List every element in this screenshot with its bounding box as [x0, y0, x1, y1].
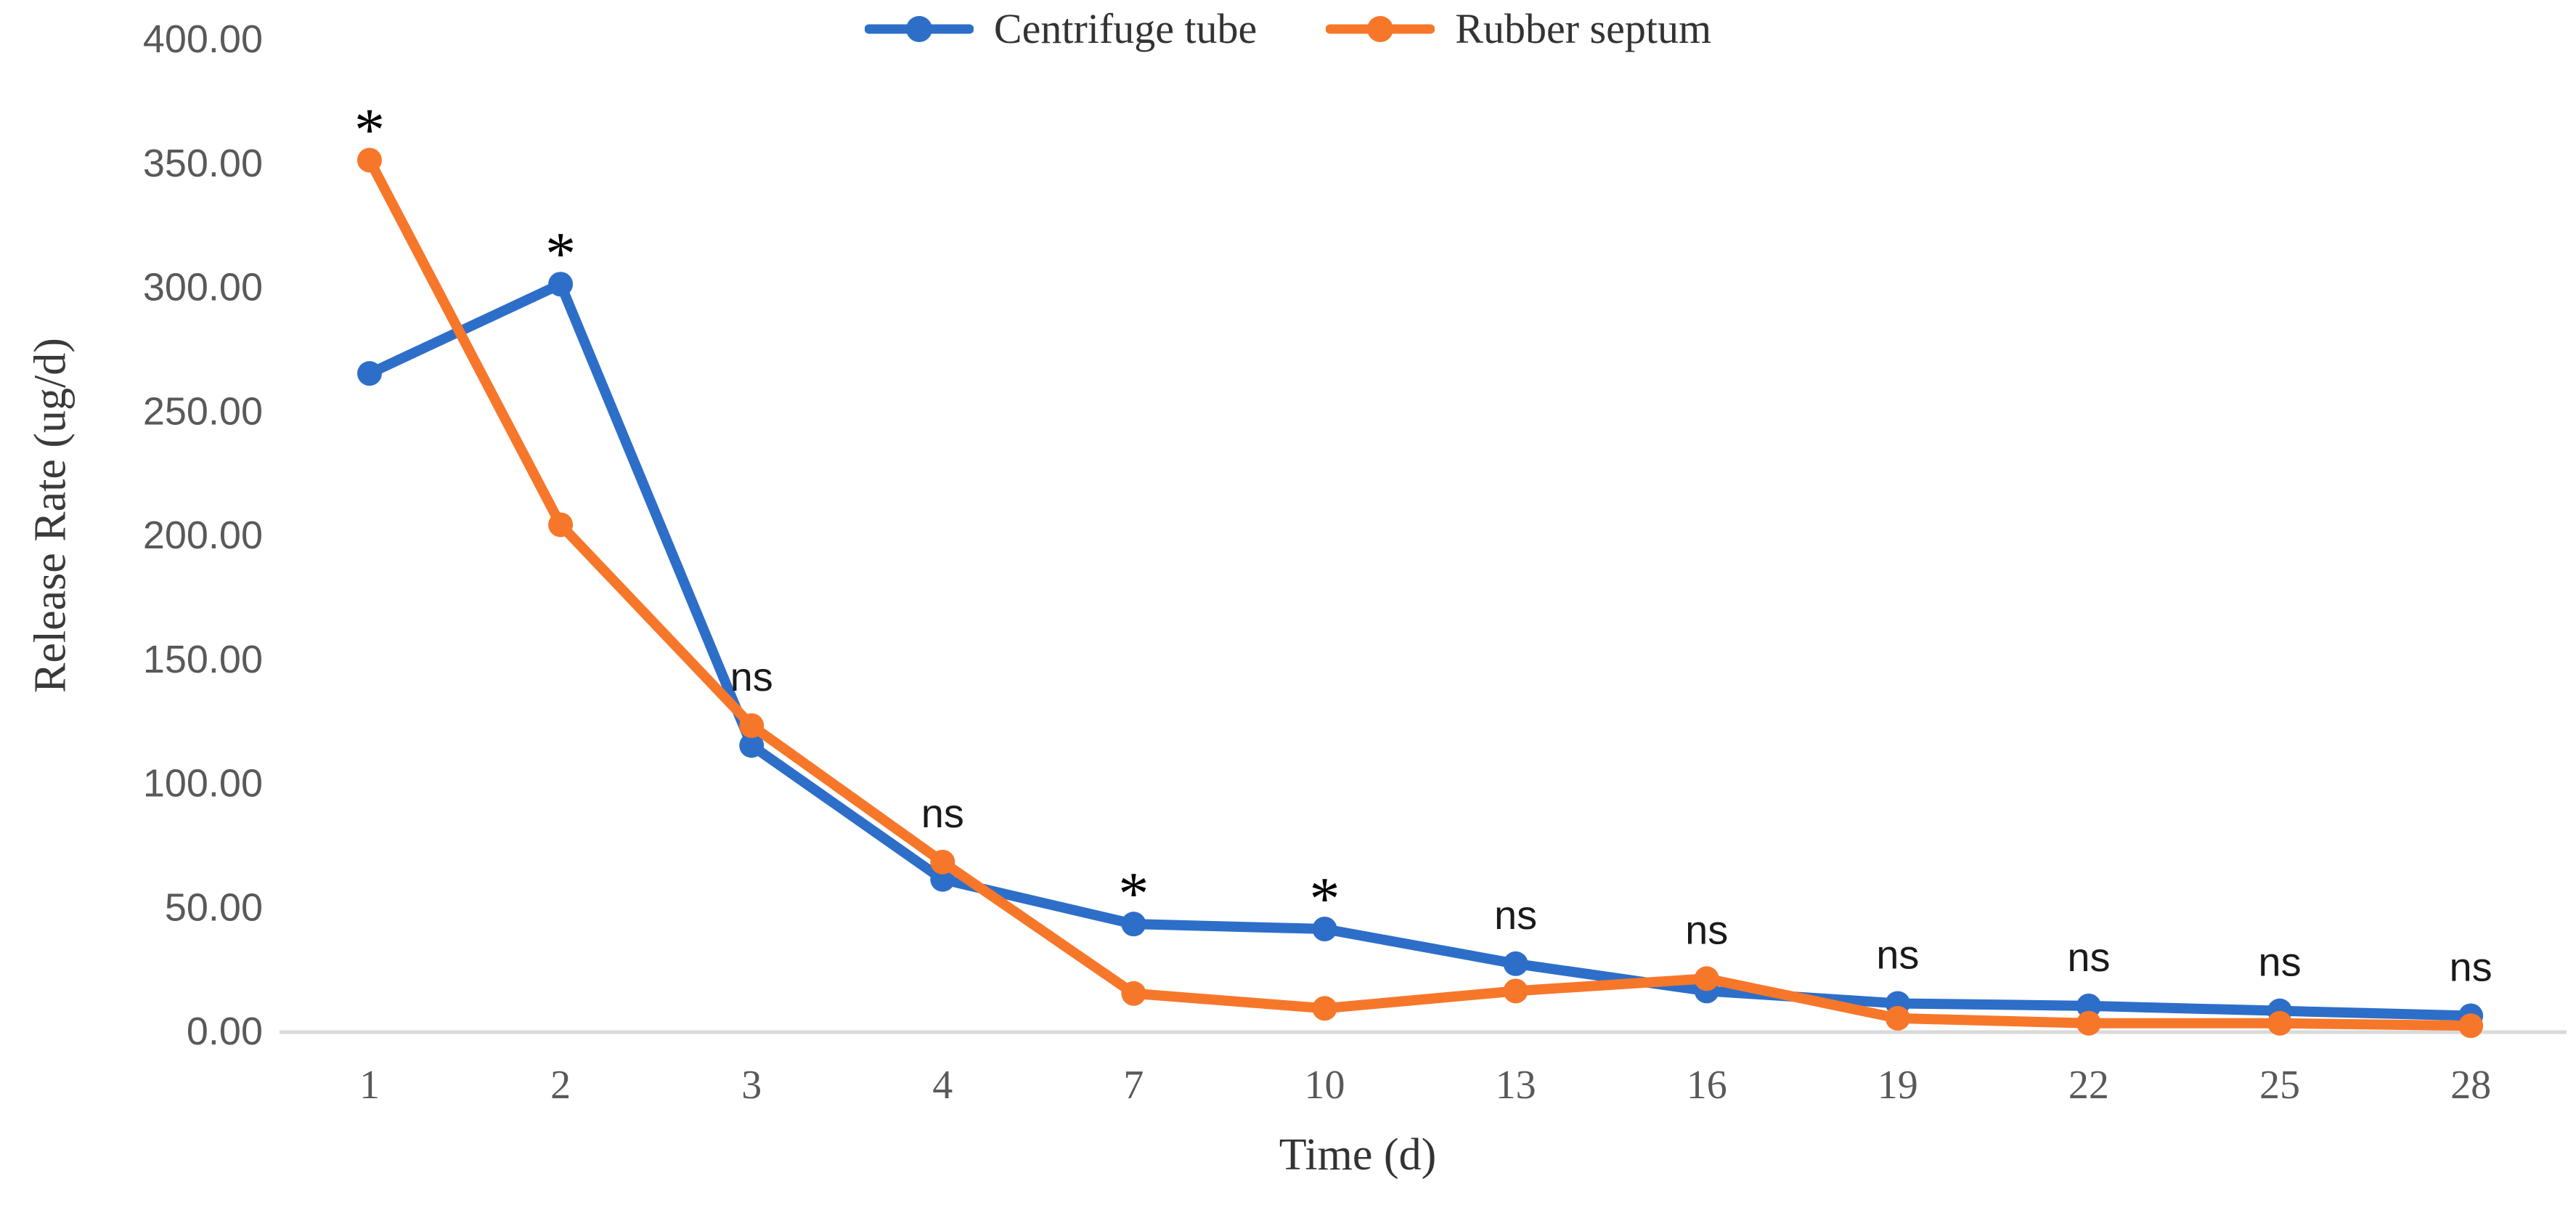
data-point-centrifuge-tube-day-4 — [930, 867, 955, 892]
annotation-star-day-1: * — [354, 97, 385, 164]
data-point-centrifuge-tube-day-3 — [739, 733, 765, 758]
x-tick-label: 16 — [1687, 1063, 1727, 1108]
annotation-ns-day-13: ns — [1494, 892, 1537, 938]
data-point-centrifuge-tube-day-22 — [2076, 993, 2101, 1018]
x-tick-label: 19 — [1878, 1063, 1918, 1108]
series-line-rubber-septum — [364, 155, 2477, 1031]
y-tick-label: 0.00 — [187, 1010, 263, 1053]
data-point-centrifuge-tube-day-10 — [1312, 917, 1337, 942]
data-point-rubber-septum-day-28 — [2458, 1013, 2484, 1039]
annotation-star-day-2: * — [545, 220, 576, 288]
annotation-star-day-10: * — [1310, 865, 1340, 933]
data-point-rubber-septum-day-16 — [1694, 966, 1719, 991]
legend-item-rubber-septum: Rubber septum — [1326, 4, 1711, 53]
y-tick-label: 300.00 — [143, 266, 263, 309]
annotation-ns-day-19: ns — [1876, 931, 1919, 977]
annotation-ns-day-22: ns — [2067, 934, 2110, 980]
legend-swatch-line-marker-icon — [864, 15, 974, 42]
x-tick-label: 3 — [741, 1063, 762, 1108]
x-tick-label: 10 — [1305, 1063, 1345, 1108]
data-point-rubber-septum-day-19 — [1885, 1005, 1910, 1031]
y-tick-label: 100.00 — [143, 762, 263, 806]
data-point-rubber-septum-day-10 — [1312, 996, 1337, 1021]
x-tick-label: 22 — [2068, 1063, 2109, 1108]
data-point-rubber-septum-day-13 — [1503, 978, 1528, 1004]
y-tick-label: 250.00 — [143, 389, 263, 433]
annotation-ns-day-25: ns — [2258, 939, 2301, 985]
y-tick-label: 350.00 — [143, 142, 263, 185]
legend: Centrifuge tube Rubber septum — [0, 4, 2576, 53]
x-tick-label: 7 — [1123, 1063, 1144, 1108]
x-tick-label: 28 — [2450, 1063, 2491, 1108]
legend-label: Rubber septum — [1455, 5, 1712, 52]
y-tick-label: 400.00 — [143, 17, 263, 61]
data-point-rubber-septum-day-7 — [1121, 981, 1146, 1006]
annotation-ns-day-28: ns — [2450, 944, 2493, 990]
x-tick-label: 2 — [550, 1063, 571, 1108]
data-point-centrifuge-tube-day-1 — [357, 361, 382, 386]
data-point-rubber-septum-day-1 — [357, 147, 382, 173]
annotation-ns-day-4: ns — [921, 790, 964, 836]
data-point-rubber-septum-day-22 — [2076, 1010, 2101, 1036]
y-tick-label: 50.00 — [165, 885, 263, 929]
y-tick-label: 150.00 — [143, 638, 263, 681]
x-tick-label: 13 — [1496, 1063, 1536, 1108]
data-point-rubber-septum-day-2 — [548, 512, 574, 537]
y-axis-title: Release Rate (ug/d) — [25, 338, 76, 694]
data-point-rubber-septum-day-4 — [930, 849, 955, 875]
legend-label: Centrifuge tube — [993, 5, 1258, 52]
x-axis-title: Time (d) — [1279, 1130, 1437, 1180]
series-line-centrifuge-tube — [364, 279, 2477, 1021]
legend-swatch-line-marker-icon — [1326, 15, 1435, 42]
data-point-centrifuge-tube-day-2 — [548, 272, 574, 297]
legend-item-centrifuge-tube: Centrifuge tube — [864, 4, 1258, 53]
data-point-rubber-septum-day-3 — [739, 713, 765, 739]
x-tick-label: 1 — [359, 1063, 380, 1108]
data-point-centrifuge-tube-day-7 — [1121, 912, 1146, 937]
data-point-centrifuge-tube-day-13 — [1503, 951, 1528, 976]
x-tick-label: 4 — [932, 1063, 953, 1108]
data-point-rubber-septum-day-25 — [2267, 1010, 2292, 1036]
y-tick-label: 200.00 — [143, 514, 263, 557]
x-tick-label: 25 — [2259, 1063, 2300, 1108]
annotation-ns-day-16: ns — [1685, 906, 1728, 952]
annotation-star-day-7: * — [1118, 860, 1149, 928]
annotation-ns-day-3: ns — [730, 654, 773, 699]
